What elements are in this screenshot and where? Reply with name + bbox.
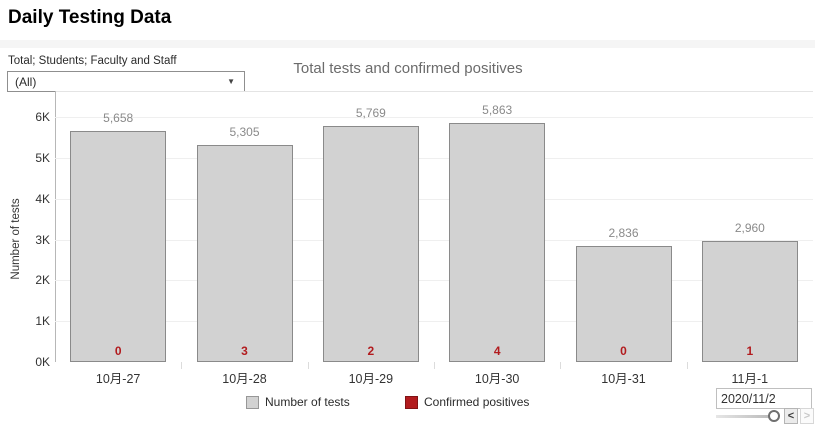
bar-value-label: 5,658 [103,110,134,125]
y-tick-label: 4K [35,191,50,206]
gridline [55,239,813,241]
gridline [55,198,813,200]
bar-value-label: 5,769 [355,106,386,121]
bar-10月-27[interactable] [70,130,167,362]
bar-value-label: 2,960 [734,221,765,236]
x-tick-label: 10月-28 [222,372,267,386]
x-axis-divider [686,362,688,369]
gridline [55,117,813,118]
x-axis-divider [181,362,183,369]
divider-band [0,40,815,48]
legend-label: Number of tests [265,395,350,409]
x-tick-label: 10月-31 [601,372,646,386]
confirmed-positives-label: 4 [493,344,501,358]
x-tick-label: 10月-27 [95,372,141,386]
date-slider-knob[interactable] [768,410,780,422]
date-input[interactable] [716,388,812,409]
y-axis-line [55,91,56,362]
gridline [55,157,813,159]
confirmed-positives-label: 2 [367,344,375,358]
filter-dropdown[interactable]: (All) ▼ [7,71,245,92]
confirmed-positives-label: 0 [114,344,122,358]
x-axis-divider [307,362,309,369]
legend-label: Confirmed positives [424,395,530,409]
y-tick-label: 6K [35,110,50,124]
chevron-down-icon: ▼ [227,77,235,86]
page-title: Daily Testing Data [8,7,172,28]
bar-10月-30[interactable] [449,122,546,362]
previous-date-button[interactable]: < [784,408,798,424]
gridline [55,321,813,323]
confirmed-positives-label: 3 [241,344,248,358]
legend-swatch-tests [246,396,259,409]
x-tick-label: 11月-1 [731,372,769,386]
legend-swatch-positives [405,396,418,409]
pane-top-border [55,91,813,92]
bar-11月-1[interactable] [701,241,798,362]
legend-item-number-of-tests[interactable]: Number of tests [246,396,350,409]
y-tick-label: 3K [35,232,50,247]
y-tick-label: 5K [35,150,50,165]
x-axis-divider [560,362,562,369]
chart-title: Total tests and confirmed positives [293,60,523,77]
legend-item-confirmed-positives[interactable]: Confirmed positives [405,396,529,409]
filter-label: Total; Students; Faculty and Staff [8,55,177,67]
y-tick-label: 1K [35,314,50,329]
x-tick-label: 10月-29 [348,372,394,386]
bar-10月-31[interactable] [575,246,672,362]
bar-10月-28[interactable] [196,145,293,362]
confirmed-positives-label: 0 [620,344,627,358]
bar-value-label: 2,836 [608,226,639,241]
y-tick-label: 0K [35,355,50,369]
x-axis-divider [434,362,435,369]
date-slider-track[interactable] [716,415,778,418]
confirmed-positives-label: 1 [746,344,754,358]
bar-value-label: 5,305 [229,125,260,140]
next-date-button[interactable]: > [800,408,814,424]
bar-value-label: 5,863 [482,102,513,117]
gridline [55,280,813,282]
bar-10月-29[interactable] [322,126,419,362]
y-tick-label: 2K [35,273,50,288]
x-tick-label: 10月-30 [474,372,520,386]
filter-selected-value: (All) [15,74,37,89]
